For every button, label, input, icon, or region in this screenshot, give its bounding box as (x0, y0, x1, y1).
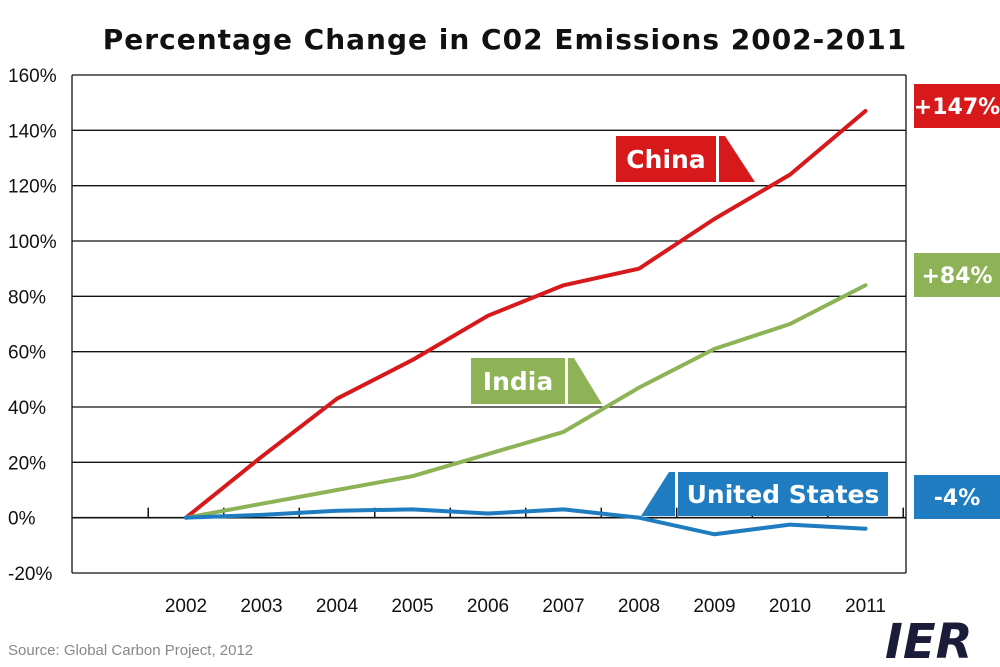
y-tick-label: 100% (8, 232, 57, 253)
x-tick-label: 2006 (467, 596, 509, 617)
y-tick-label: 40% (8, 398, 46, 419)
final-value-labels: +147% +84% -4% (914, 84, 1000, 519)
series-tag: United States (641, 472, 888, 516)
x-tick-label: 2005 (391, 596, 433, 617)
series-lines (184, 108, 868, 537)
series-tag-pointer (641, 472, 675, 516)
chart-title: Percentage Change in C02 Emissions 2002-… (103, 23, 907, 56)
y-tick-label: 60% (8, 343, 46, 364)
source-note: Source: Global Carbon Project, 2012 (8, 642, 253, 659)
final-value-label: -4% (934, 486, 980, 511)
y-axis-ticks: 160% 140% 120% 100% 80% 60% 40% 20% 0% -20% (8, 66, 57, 585)
final-value-label: +147% (914, 95, 1000, 120)
x-tick-label: 2008 (618, 596, 660, 617)
series-tag-label: United States (687, 480, 880, 509)
series-tags: China India United States (471, 136, 888, 516)
x-tick-label: 2004 (316, 596, 359, 617)
x-tick-label: 2009 (693, 596, 735, 617)
x-tick-label: 2007 (542, 596, 584, 617)
series-line (184, 108, 868, 520)
series-tag-label: India (483, 367, 553, 396)
x-axis-ticks: 2002 2003 2004 2005 2006 2007 2008 2009 2010 2011 (165, 596, 886, 617)
final-value: +84% (914, 253, 1000, 297)
series-tag-label: China (626, 145, 705, 174)
final-value: +147% (914, 84, 1000, 128)
y-tick-label: 140% (8, 121, 57, 142)
series-tag: India (471, 358, 602, 404)
grid (71, 74, 907, 574)
series-tag-box (471, 358, 565, 404)
final-value-label: +84% (921, 264, 992, 289)
series-tag-box (678, 472, 888, 516)
series-tag-box (616, 136, 716, 182)
x-tick-label: 2011 (845, 596, 886, 617)
ier-logo: IER (885, 614, 973, 667)
series-line (184, 507, 868, 537)
final-value: -4% (914, 475, 1000, 519)
y-tick-label: 20% (8, 453, 46, 474)
series-line (184, 283, 868, 520)
y-tick-label: 160% (8, 66, 57, 87)
final-value-box (914, 253, 1000, 297)
series-tag-pointer (719, 136, 755, 182)
series-tag-pointer (568, 358, 602, 404)
x-tick-label: 2003 (240, 596, 282, 617)
final-value-box (914, 475, 1000, 519)
y-tick-label: 80% (8, 287, 46, 308)
y-tick-label: 120% (8, 177, 57, 198)
y-tick-label: 0% (8, 509, 36, 530)
x-tick-label: 2002 (165, 596, 207, 617)
y-tick-label: -20% (8, 564, 52, 585)
final-value-box (914, 84, 1000, 128)
x-tick-label: 2010 (769, 596, 811, 617)
series-tag: China (616, 136, 755, 182)
